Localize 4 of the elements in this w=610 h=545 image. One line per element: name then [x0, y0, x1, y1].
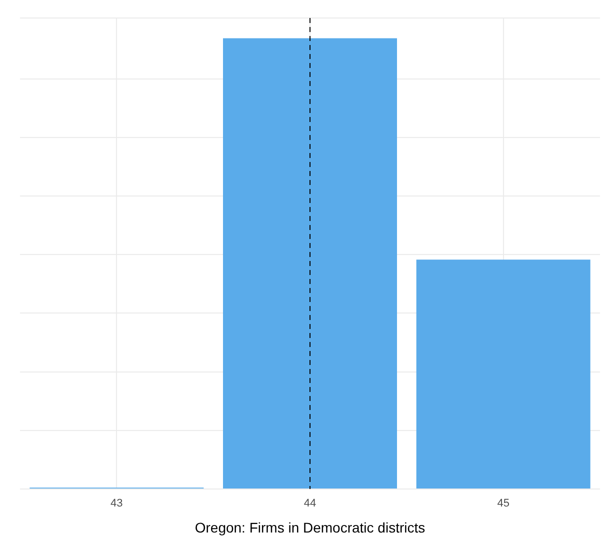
x-tick-label: 45 [497, 498, 510, 510]
x-axis-title: Oregon: Firms in Democratic districts [194, 519, 426, 536]
x-tick-label: 43 [110, 498, 123, 510]
x-tick-label: 44 [304, 498, 316, 510]
